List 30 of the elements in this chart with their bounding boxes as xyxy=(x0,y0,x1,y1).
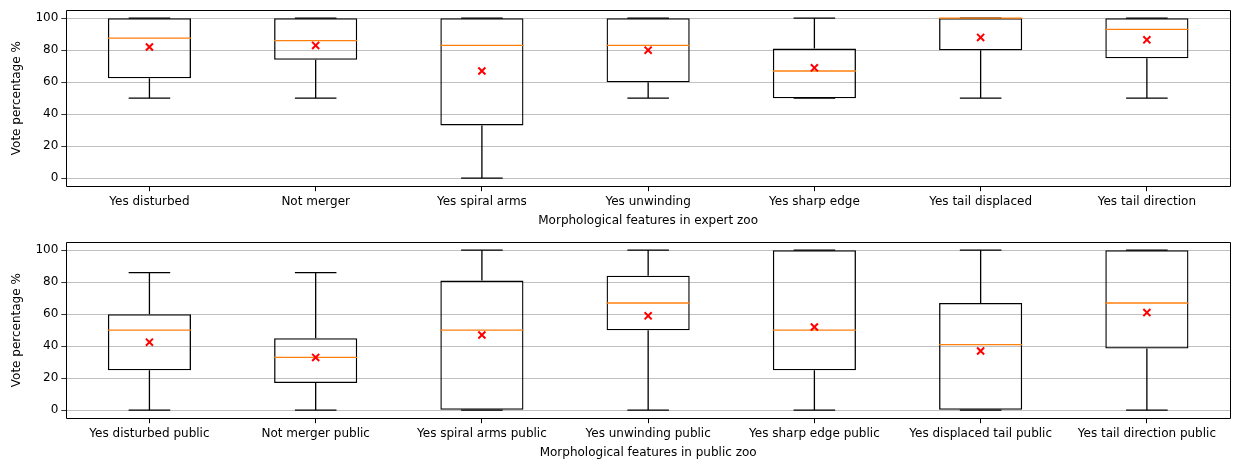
x-tick-label: Not merger xyxy=(281,193,351,208)
x-tick-label: Yes spiral arms public xyxy=(416,425,547,440)
y-tick-label: 0 xyxy=(50,170,59,185)
x-tick-label: Yes disturbed public xyxy=(88,425,210,440)
y-tick-label: 20 xyxy=(43,138,59,153)
x-tick-label: Yes spiral arms xyxy=(435,193,527,208)
x-tick-label: Yes disturbed xyxy=(108,193,190,208)
y-tick-label: 60 xyxy=(43,74,59,89)
x-tick-label: Yes unwinding public xyxy=(584,425,711,440)
x-axis-title: Morphological features in public zoo xyxy=(539,444,757,459)
x-tick-label: Yes sharp edge xyxy=(768,193,860,208)
y-tick-label: 0 xyxy=(50,402,59,417)
y-tick-label: 80 xyxy=(43,42,59,57)
x-tick-label: Yes displaced tail public xyxy=(908,425,1053,440)
y-tick-label: 40 xyxy=(43,338,59,353)
x-tick-label: Not merger public xyxy=(261,425,370,440)
x-tick-label: Yes tail direction public xyxy=(1076,425,1216,440)
x-tick-label: Yes tail displaced xyxy=(928,193,1033,208)
y-tick-label: 100 xyxy=(35,242,59,257)
y-tick-label: 20 xyxy=(43,370,59,385)
y-tick-label: 100 xyxy=(35,10,59,25)
x-tick-label: Yes unwinding xyxy=(604,193,691,208)
y-axis-title: Vote percentage % xyxy=(9,273,24,388)
y-tick-label: 80 xyxy=(43,274,59,289)
y-tick-label: 60 xyxy=(43,306,59,321)
x-tick-label: Yes tail direction xyxy=(1096,193,1197,208)
x-tick-label: Yes sharp edge public xyxy=(748,425,880,440)
x-axis-title: Morphological features in expert zoo xyxy=(538,212,759,227)
y-tick-label: 40 xyxy=(43,106,59,121)
y-axis-title: Vote percentage % xyxy=(9,41,24,156)
